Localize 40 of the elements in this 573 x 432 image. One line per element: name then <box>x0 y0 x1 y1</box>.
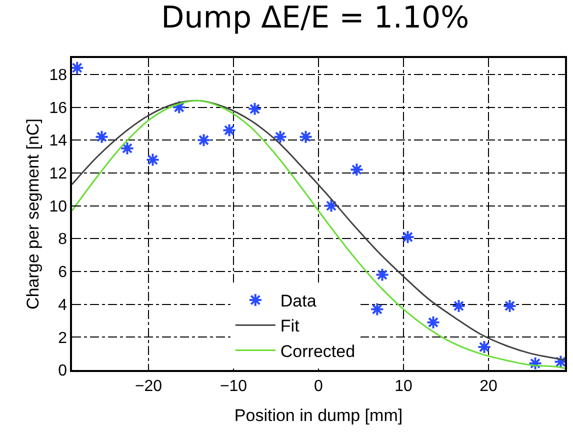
y-tick-label: 0 <box>58 362 68 380</box>
y-tick-label: 6 <box>58 264 68 282</box>
point <box>120 141 134 156</box>
point <box>452 298 466 313</box>
legend-label: Fit <box>280 316 300 336</box>
point <box>222 123 236 138</box>
point <box>400 230 415 244</box>
y-tick-label: 4 <box>58 296 68 314</box>
point <box>273 130 288 144</box>
point <box>146 152 160 167</box>
x-tick-label: −10 <box>220 378 248 395</box>
y-tick-label: 2 <box>58 330 68 347</box>
point <box>248 102 262 116</box>
point <box>196 133 211 148</box>
legend-label: Corrected <box>280 342 356 361</box>
point <box>477 340 492 354</box>
y-tick-label: 8 <box>58 231 68 248</box>
x-tick-label: 20 <box>480 378 498 395</box>
x-tick-label: −20 <box>134 378 162 395</box>
y-tick-label: 10 <box>49 198 68 216</box>
x-tick-label: 0 <box>314 378 324 395</box>
legend-label: Data <box>280 292 317 311</box>
point <box>502 298 517 313</box>
point <box>375 268 390 282</box>
y-tick-label: 18 <box>49 67 68 84</box>
y-axis-title: Charge per segment [nC] <box>23 118 42 310</box>
point <box>350 162 364 177</box>
x-tick-label: 10 <box>394 378 412 395</box>
point <box>426 315 440 330</box>
point <box>370 302 384 316</box>
x-axis-title: Position in dump [mm] <box>234 406 403 425</box>
point <box>94 130 109 144</box>
y-tick-label: 14 <box>49 132 68 150</box>
y-tick-label: 12 <box>49 166 68 183</box>
point <box>528 356 542 370</box>
point <box>172 100 186 114</box>
point <box>298 130 313 144</box>
chart-title: Dump ΔE/E = 1.10% <box>161 0 470 36</box>
point <box>324 198 338 213</box>
y-tick-label: 16 <box>49 100 68 117</box>
